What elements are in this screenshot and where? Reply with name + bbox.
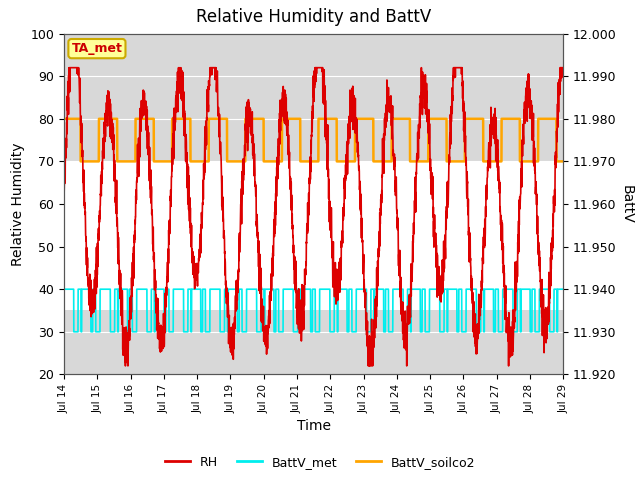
Y-axis label: Relative Humidity: Relative Humidity	[11, 142, 25, 266]
Y-axis label: BattV: BattV	[620, 185, 634, 223]
Text: TA_met: TA_met	[72, 42, 122, 55]
Legend: RH, BattV_met, BattV_soilco2: RH, BattV_met, BattV_soilco2	[159, 451, 481, 474]
Title: Relative Humidity and BattV: Relative Humidity and BattV	[196, 9, 431, 26]
Bar	[64, 34, 563, 161]
Bar	[64, 311, 563, 374]
X-axis label: Time: Time	[296, 419, 331, 433]
